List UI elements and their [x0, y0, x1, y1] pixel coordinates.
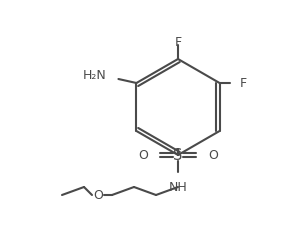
Text: NH: NH: [169, 180, 187, 193]
Text: S: S: [173, 148, 183, 163]
Text: F: F: [240, 77, 247, 90]
Text: O: O: [93, 189, 103, 202]
Text: O: O: [138, 149, 148, 162]
Text: F: F: [174, 35, 182, 48]
Text: H₂N: H₂N: [83, 69, 106, 82]
Text: O: O: [208, 149, 218, 162]
